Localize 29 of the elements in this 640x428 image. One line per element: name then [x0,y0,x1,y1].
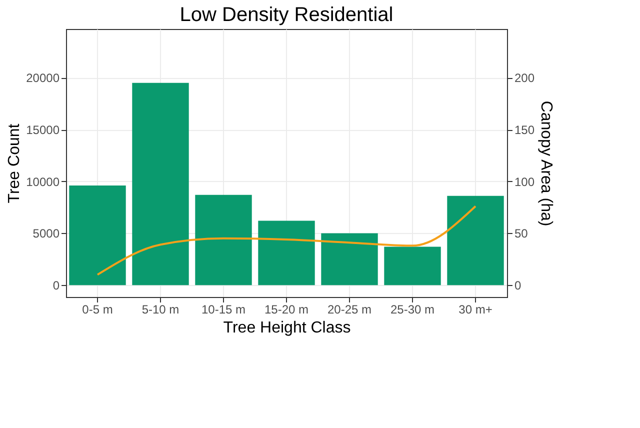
x-tick-label: 30 m+ [458,302,492,316]
bar [132,82,189,286]
y-tick-label: 20000 [26,71,60,86]
bar [69,186,126,286]
x-tick-label: 20-25 m [327,302,372,316]
y-tick-label: 15000 [26,123,60,138]
x-tick-label: 15-20 m [264,302,309,316]
x-axis-title: Tree Height Class [223,320,351,336]
bar [321,233,378,286]
line-series [96,205,476,276]
y-tick-label: 0 [52,278,60,293]
y-tick-label: 5000 [32,226,60,241]
x-tick-label: 5-10 m [142,302,180,316]
bar [195,194,252,286]
bar [384,246,441,286]
x-tick-label: 25-30 m [390,302,435,316]
y2-axis-title: Canopy Area (ha) [538,100,555,226]
x-tick-label: 10-15 m [201,302,246,316]
y-axis-title: Tree Count [6,123,24,204]
y2-tick-label: 200 [514,71,535,86]
x-tick-label: 0-5 m [82,302,113,316]
y-tick-label: 10000 [26,174,60,189]
y2-tick-label: 150 [514,123,535,138]
y2-tick-label: 100 [514,174,535,189]
bar [258,220,315,286]
y2-tick-label: 50 [514,226,528,241]
chart-title: Low Density Residential [180,4,394,26]
y2-tick-label: 0 [514,278,522,293]
bar [447,196,504,286]
